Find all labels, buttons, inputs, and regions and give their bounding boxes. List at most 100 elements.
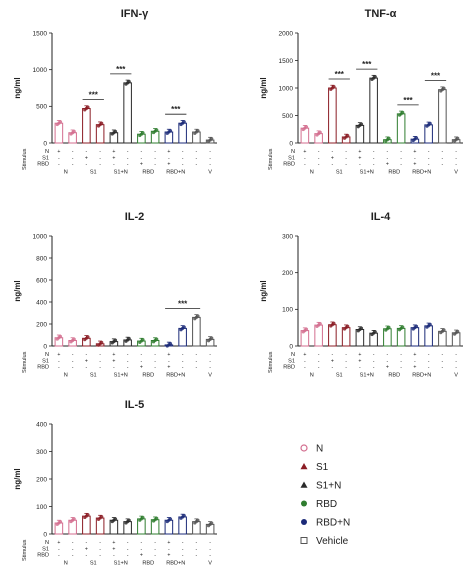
significance-label: *** xyxy=(431,72,441,81)
stimulus-sign: - xyxy=(359,365,361,371)
stimulus-sign: + xyxy=(112,546,115,552)
chart-title: IFN-γ xyxy=(121,8,149,20)
stimulus-sign: - xyxy=(196,365,198,371)
group-label: V xyxy=(208,170,212,176)
stimulus-sign: + xyxy=(358,358,361,364)
stimulus-sign: + xyxy=(112,540,115,546)
data-point xyxy=(304,125,309,129)
bar xyxy=(82,515,91,535)
stimulus-sign: + xyxy=(413,149,416,155)
stimulus-sign: - xyxy=(304,358,306,364)
y-axis-label: ng/ml xyxy=(259,77,268,98)
y-tick-label: 200 xyxy=(282,270,293,277)
stimulus-sign: - xyxy=(318,365,320,371)
data-point xyxy=(359,122,364,126)
stimulus-sign: - xyxy=(99,540,101,546)
group-label: S1 xyxy=(90,561,97,567)
stimulus-sign: + xyxy=(167,540,170,546)
stimulus-sign: - xyxy=(86,149,88,155)
y-axis-label: ng/ml xyxy=(13,77,22,98)
stimulus-sign: - xyxy=(442,352,444,358)
y-axis-label: ng/ml xyxy=(13,280,22,301)
stimulus-row-label: RBD xyxy=(37,553,49,559)
bar xyxy=(424,325,433,347)
stimulus-sign: - xyxy=(182,365,184,371)
y-tick-label: 800 xyxy=(36,255,47,262)
stimulus-sign: - xyxy=(168,358,170,364)
data-point xyxy=(182,120,186,124)
data-point xyxy=(72,129,76,134)
y-tick-label: 1000 xyxy=(33,233,48,240)
stimulus-sign: - xyxy=(72,352,74,358)
y-tick-label: 300 xyxy=(282,233,293,240)
bar xyxy=(369,77,378,144)
stimulus-sign: - xyxy=(99,162,101,168)
significance-label: *** xyxy=(89,91,99,100)
y-tick-label: 0 xyxy=(289,140,293,147)
data-point xyxy=(113,129,118,134)
bar xyxy=(95,124,105,144)
group-label: N xyxy=(64,561,68,567)
data-point xyxy=(113,338,118,342)
data-point xyxy=(428,121,432,126)
stimulus-sign: - xyxy=(387,149,389,155)
stimulus-sign: + xyxy=(140,365,143,371)
stimulus-sign: - xyxy=(99,149,101,155)
stimulus-sign: + xyxy=(112,352,115,358)
data-point xyxy=(196,314,200,318)
y-tick-label: 200 xyxy=(36,476,47,483)
data-point xyxy=(414,324,419,328)
stimulus-sign: - xyxy=(99,546,101,552)
stimulus-sign: - xyxy=(141,155,143,161)
group-label: RBD+N xyxy=(412,170,431,176)
stimulus-row-label: N xyxy=(291,352,295,358)
stimulus-sign: + xyxy=(57,149,60,155)
stimulus-sign: + xyxy=(331,155,334,161)
group-label: S1 xyxy=(336,170,343,176)
data-point xyxy=(168,341,173,346)
stimulus-row-label: RBD xyxy=(283,365,295,371)
data-point xyxy=(346,324,350,328)
group-label: RBD xyxy=(142,170,154,176)
data-point xyxy=(401,110,405,115)
group-label: RBD+N xyxy=(166,170,185,176)
data-point xyxy=(141,515,145,520)
stimulus-sign: - xyxy=(99,155,101,161)
stimulus-sign: - xyxy=(209,149,211,155)
stimulus-sign: - xyxy=(58,553,60,559)
stimulus-sign: - xyxy=(345,365,347,371)
stimulus-sign: - xyxy=(387,358,389,364)
bar xyxy=(438,89,447,144)
stimulus-sign: - xyxy=(72,546,74,552)
group-label: N xyxy=(64,170,68,176)
stimulus-sign: + xyxy=(85,546,88,552)
stimulus-sign: - xyxy=(72,155,74,161)
group-label: S1+N xyxy=(360,170,374,176)
stimulus-sign: + xyxy=(167,149,170,155)
stimulus-sign: - xyxy=(373,162,375,168)
data-point xyxy=(318,322,322,326)
group-label: N xyxy=(310,170,314,176)
data-point xyxy=(318,130,322,134)
stimulus-sign: - xyxy=(209,155,211,161)
data-point xyxy=(113,517,118,521)
stimulus-sign: - xyxy=(209,358,211,364)
significance-label: *** xyxy=(178,299,188,308)
y-tick-label: 200 xyxy=(36,321,47,328)
data-point xyxy=(442,86,446,90)
legend-item: RBD xyxy=(301,499,337,510)
y-tick-label: 1000 xyxy=(33,67,48,74)
stimulus-sign: - xyxy=(86,352,88,358)
data-point xyxy=(58,120,63,124)
bar xyxy=(192,316,201,347)
stimulus-sign: - xyxy=(141,358,143,364)
stimulus-label: Stimulus xyxy=(22,148,28,170)
group-label: RBD+N xyxy=(412,373,431,379)
stimulus-sign: - xyxy=(141,540,143,546)
group-label: S1+N xyxy=(114,170,128,176)
stimulus-sign: - xyxy=(127,149,129,155)
legend-item: S1+N xyxy=(300,481,341,492)
stimulus-sign: - xyxy=(332,365,334,371)
data-point xyxy=(86,335,90,339)
